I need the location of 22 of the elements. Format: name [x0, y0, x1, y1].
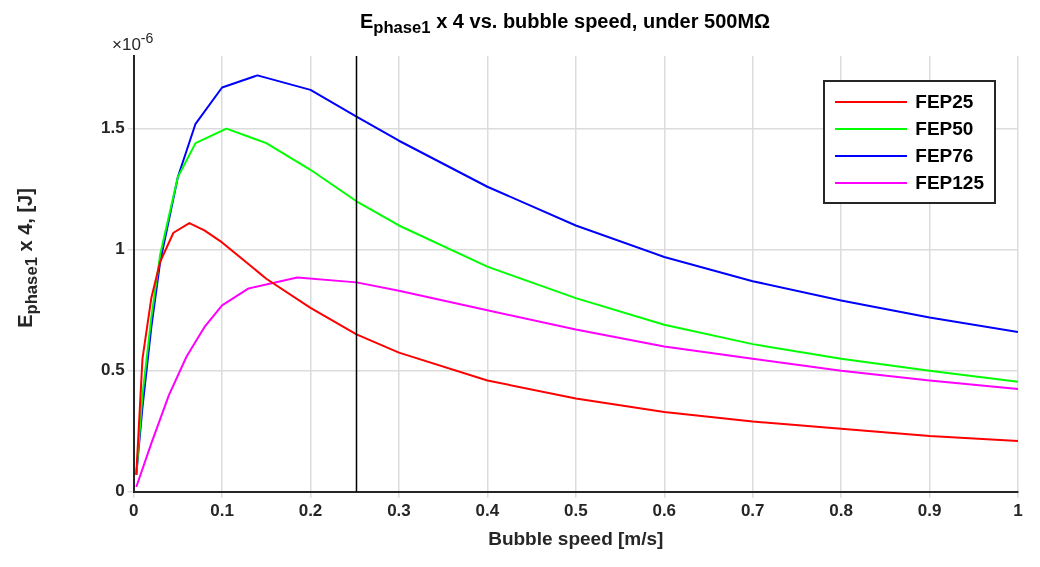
x-tick-label: 0.2: [298, 500, 323, 520]
x-tick-label: 0.9: [917, 500, 942, 520]
x-tick-label: 0.8: [829, 500, 853, 520]
x-tick-label: 0.1: [210, 500, 234, 520]
legend-label: FEP76: [915, 144, 974, 167]
x-tick-label: 0.5: [564, 500, 588, 520]
x-tick-label: 0: [128, 500, 139, 520]
text: ×10$^{-6}$: [112, 30, 154, 55]
y-tick-label: 1.5: [100, 118, 125, 138]
x-tick-label: 0.4: [475, 500, 500, 520]
y-tick-label: 0: [115, 481, 125, 501]
legend-label: FEP125: [915, 171, 984, 194]
x-tick-label: 0.3: [387, 500, 411, 520]
legend-label: FEP25: [915, 90, 974, 113]
legend-label: FEP50: [915, 117, 974, 140]
x-axis-title: Bubble speed [m/s]: [488, 527, 664, 549]
x-tick-label: 1: [1013, 500, 1023, 520]
y-tick-label: 0.5: [100, 360, 125, 380]
x-tick-label: 0.6: [652, 500, 677, 520]
y-tick-label: 1: [115, 239, 125, 259]
x-tick-label: 0.7: [740, 500, 765, 520]
chart-title: E$_{phase1}$ x 4 vs. bubble speed, under 500MΩ: [359, 10, 771, 37]
